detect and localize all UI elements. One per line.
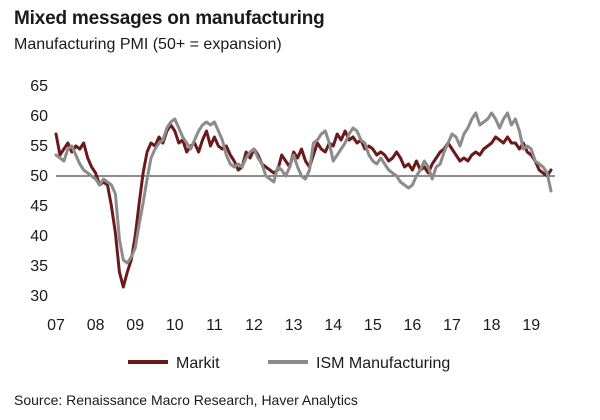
chart-subtitle: Manufacturing PMI (50+ = expansion) [14,36,282,53]
x-tick-label: 10 [166,317,184,334]
x-tick-label: 18 [483,317,501,334]
source-note: Source: Renaissance Macro Research, Have… [14,392,358,408]
y-tick-label: 40 [30,228,48,245]
y-tick-label: 35 [30,258,48,275]
x-axis-ticks: 07 08 09 10 11 12 13 14 15 16 17 18 19 [47,317,540,334]
x-tick-label: 07 [47,317,65,334]
legend-label: ISM Manufacturing [316,355,450,372]
y-tick-label: 55 [30,138,48,155]
x-tick-label: 11 [206,317,223,334]
y-tick-label: 60 [30,108,48,125]
series-line-ism-manufacturing [54,111,553,265]
chart-title: Mixed messages on manufacturing [14,8,325,29]
x-tick-label: 14 [324,317,342,334]
y-tick-label: 50 [30,168,48,185]
legend-label: Markit [176,355,220,372]
x-tick-label: 08 [87,317,105,334]
x-tick-label: 19 [522,317,540,334]
y-tick-label: 65 [30,78,48,95]
series-line-markit [54,123,553,289]
y-tick-label: 30 [30,288,48,305]
pmi-line-chart: 30 35 40 45 50 55 60 65 07 08 09 10 11 12 13 14 15 16 17 1… [30,78,555,372]
x-tick-label: 17 [443,317,461,334]
x-tick-label: 15 [364,317,382,334]
x-tick-label: 13 [285,317,303,334]
series-lines [54,111,553,289]
y-axis-ticks: 30 35 40 45 50 55 60 65 [30,78,48,305]
legend: Markit ISM Manufacturing [128,355,450,372]
y-tick-label: 45 [30,198,48,215]
x-tick-label: 12 [245,317,263,334]
x-tick-label: 09 [126,317,144,334]
x-tick-label: 16 [404,317,422,334]
